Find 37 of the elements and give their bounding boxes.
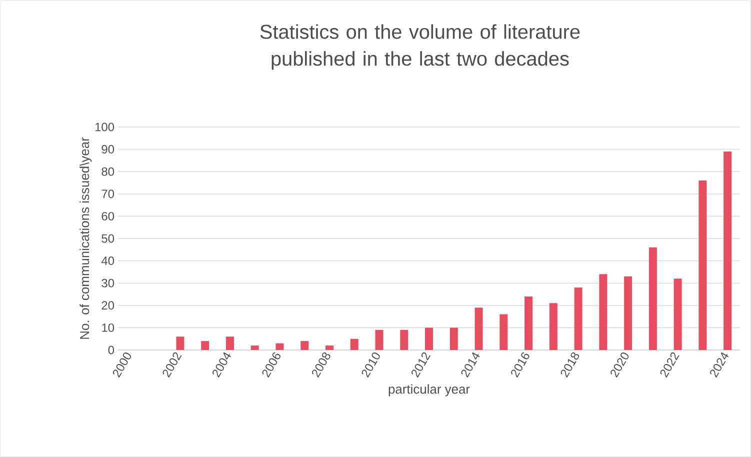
y-tick-label: 100 — [95, 122, 114, 132]
y-axis-title: No. of communications issued\year — [80, 137, 92, 339]
y-tick-label: 40 — [101, 256, 114, 266]
bar — [425, 328, 434, 350]
y-tick-label: 90 — [102, 145, 114, 154]
bar — [176, 336, 184, 350]
bar — [300, 341, 309, 350]
bar — [226, 336, 234, 350]
bar — [724, 152, 732, 350]
bar — [276, 343, 284, 350]
bar — [400, 330, 408, 350]
x-axis-title: particular year — [388, 384, 470, 396]
bar — [474, 308, 483, 350]
bar — [250, 346, 259, 350]
bar — [674, 278, 682, 350]
bar — [648, 247, 657, 350]
bar — [624, 276, 632, 350]
y-tick-label: 0 — [108, 346, 114, 354]
bar — [698, 180, 707, 350]
bar — [325, 346, 334, 350]
bar — [375, 330, 384, 350]
bar — [350, 338, 358, 350]
y-tick-label: 20 — [102, 301, 114, 310]
y-tick-label: 10 — [102, 323, 114, 332]
y-tick-label: 70 — [102, 190, 114, 198]
y-tick-label: 80 — [102, 167, 114, 176]
y-tick-label: 50 — [102, 234, 114, 243]
chart-title: Statistics on the volume of literature published in the last two decades — [260, 24, 580, 70]
bar — [549, 303, 558, 350]
bar — [450, 328, 458, 350]
bar — [500, 314, 508, 350]
bar — [574, 288, 582, 350]
bar — [201, 341, 210, 350]
bar — [599, 274, 608, 350]
bar — [524, 296, 533, 350]
y-tick-label: 30 — [102, 278, 114, 288]
y-tick-label: 60 — [102, 212, 114, 220]
